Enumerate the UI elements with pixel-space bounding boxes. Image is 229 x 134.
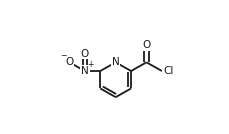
Text: −: −	[60, 51, 67, 60]
Text: O: O	[142, 40, 150, 50]
Text: +: +	[86, 60, 93, 69]
Text: Cl: Cl	[162, 66, 173, 76]
Text: N: N	[111, 57, 119, 67]
Text: O: O	[80, 49, 89, 59]
Text: O: O	[65, 57, 73, 67]
Text: N: N	[81, 66, 88, 76]
